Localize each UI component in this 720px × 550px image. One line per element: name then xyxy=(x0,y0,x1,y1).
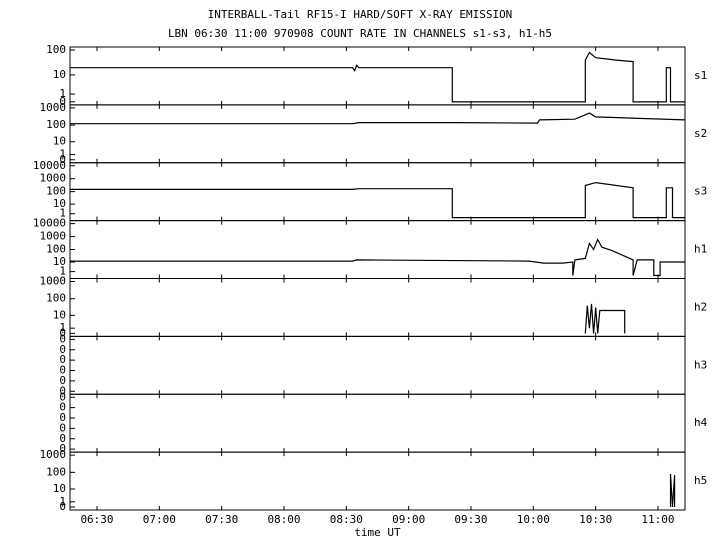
y-tick-label: 0 xyxy=(59,153,66,166)
y-tick-label: 10 xyxy=(53,68,66,81)
series-line xyxy=(70,181,685,219)
y-tick-label: 100 xyxy=(46,465,66,478)
x-tick-label: 10:30 xyxy=(579,513,612,526)
y-tick-label: 0 xyxy=(59,432,66,445)
y-tick-label: 10 xyxy=(53,482,66,495)
y-tick-label: 10000 xyxy=(33,159,66,172)
panel-label: s2 xyxy=(694,127,707,140)
y-tick-label: 100 xyxy=(46,185,66,198)
y-tick-label: 100 xyxy=(46,43,66,56)
y-tick-label: 100 xyxy=(46,292,66,305)
x-axis-label: time UT xyxy=(354,526,401,539)
chart-title: INTERBALL-Tail RF15-I HARD/SOFT X-RAY EM… xyxy=(208,8,513,21)
y-tick-label: 0 xyxy=(59,353,66,366)
panel-label: s1 xyxy=(694,69,707,82)
y-tick-label: 1000 xyxy=(40,101,67,114)
series-line xyxy=(584,303,626,334)
panel-label: h1 xyxy=(694,243,707,256)
y-tick-label: 1 xyxy=(59,148,66,161)
y-tick-label: 100 xyxy=(46,118,66,131)
y-tick-label: 10 xyxy=(53,197,66,210)
series-line xyxy=(669,473,676,508)
panel-label: h5 xyxy=(694,474,707,487)
series-line xyxy=(70,112,686,125)
y-tick-label: 1000 xyxy=(40,230,67,243)
x-tick-label: 08:30 xyxy=(330,513,363,526)
y-tick-label: 0 xyxy=(59,421,66,434)
x-tick-label: 07:00 xyxy=(143,513,176,526)
panel-label: h2 xyxy=(694,300,707,313)
panel-frame xyxy=(69,451,686,511)
y-tick-label: 1000 xyxy=(40,275,67,288)
y-tick-label: 10 xyxy=(53,135,66,148)
y-tick-label: 0 xyxy=(59,442,66,455)
y-tick-label: 100 xyxy=(46,243,66,256)
y-tick-label: 0 xyxy=(59,343,66,356)
y-tick-label: 1 xyxy=(59,495,66,508)
y-tick-label: 0 xyxy=(59,411,66,424)
y-tick-label: 0 xyxy=(59,326,66,339)
y-tick-label: 1 xyxy=(59,321,66,334)
x-tick-label: 09:00 xyxy=(392,513,425,526)
y-tick-label: 0 xyxy=(59,332,66,345)
y-tick-label: 1 xyxy=(59,265,66,278)
series-line xyxy=(70,238,685,277)
panel-label: h4 xyxy=(694,416,708,429)
y-tick-label: 0 xyxy=(59,500,66,513)
y-tick-label: 10000 xyxy=(33,217,66,230)
y-tick-label: 0 xyxy=(59,95,66,108)
x-tick-label: 10:00 xyxy=(517,513,550,526)
y-tick-label: 0 xyxy=(59,390,66,403)
panel-label: h3 xyxy=(694,358,707,371)
y-tick-label: 1000 xyxy=(40,448,67,461)
x-tick-label: 09:30 xyxy=(454,513,487,526)
y-tick-label: 1000 xyxy=(40,172,67,185)
y-tick-label: 10 xyxy=(53,308,66,321)
chart-subtitle: LBN 06:30 11:00 970908 COUNT RATE IN CHA… xyxy=(168,27,552,40)
x-tick-label: 11:00 xyxy=(641,513,674,526)
y-tick-label: 0 xyxy=(59,401,66,414)
x-tick-label: 07:30 xyxy=(205,513,238,526)
y-tick-label: 0 xyxy=(59,384,66,397)
y-tick-label: 0 xyxy=(59,374,66,387)
y-tick-label: 10 xyxy=(53,255,66,268)
x-tick-label: 08:00 xyxy=(267,513,300,526)
series-line xyxy=(70,51,685,103)
y-tick-label: 0 xyxy=(59,364,66,377)
y-tick-label: 1 xyxy=(59,87,66,100)
panel-label: s3 xyxy=(694,185,707,198)
y-tick-label: 1 xyxy=(59,207,66,220)
x-tick-label: 06:30 xyxy=(80,513,113,526)
